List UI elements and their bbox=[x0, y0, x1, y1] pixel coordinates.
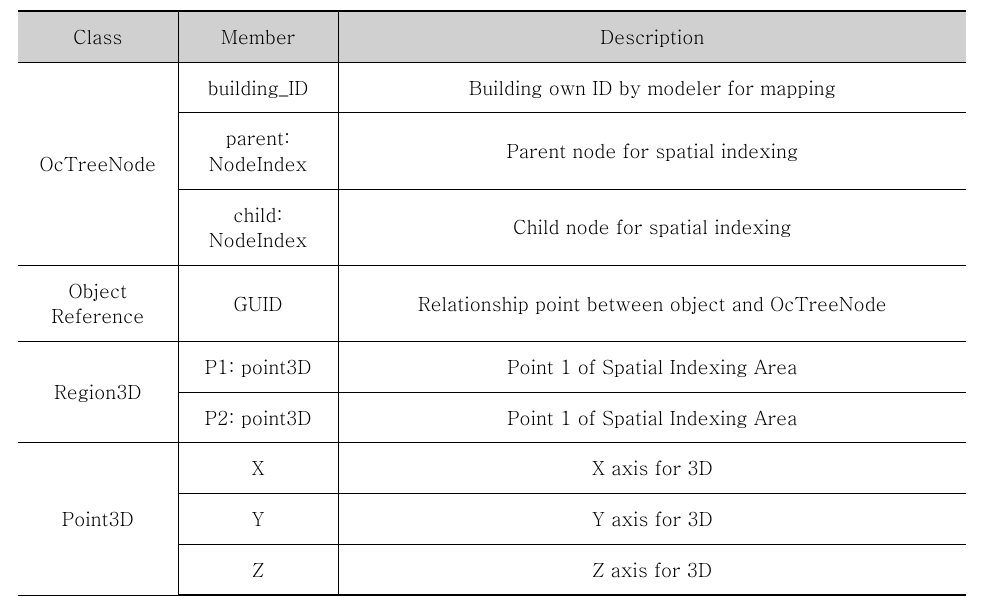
description-cell: Child node for spatial indexing bbox=[338, 189, 966, 265]
col-header-desc: Description bbox=[338, 11, 966, 62]
table-row: OcTreeNodebuilding_IDBuilding own ID by … bbox=[18, 62, 966, 113]
table-row: ObjectReferenceGUIDRelationship point be… bbox=[18, 265, 966, 341]
member-cell: Y bbox=[178, 494, 338, 545]
description-cell: Y axis for 3D bbox=[338, 494, 966, 545]
member-cell: building_ID bbox=[178, 62, 338, 113]
member-cell: parent:NodeIndex bbox=[178, 113, 338, 189]
description-cell: Parent node for spatial indexing bbox=[338, 113, 966, 189]
col-header-class: Class bbox=[18, 11, 178, 62]
member-cell: GUID bbox=[178, 265, 338, 341]
class-member-table: Class Member Description OcTreeNodebuild… bbox=[18, 10, 966, 596]
member-cell: P1: point3D bbox=[178, 342, 338, 393]
description-cell: Point 1 of Spatial Indexing Area bbox=[338, 342, 966, 393]
class-cell: OcTreeNode bbox=[18, 62, 178, 265]
table-body: OcTreeNodebuilding_IDBuilding own ID by … bbox=[18, 62, 966, 595]
description-cell: Z axis for 3D bbox=[338, 544, 966, 595]
description-cell: Point 1 of Spatial Indexing Area bbox=[338, 392, 966, 443]
member-cell: X bbox=[178, 443, 338, 494]
class-cell: Region3D bbox=[18, 342, 178, 443]
class-cell: ObjectReference bbox=[18, 265, 178, 341]
table-row: Point3DXX axis for 3D bbox=[18, 443, 966, 494]
description-cell: Building own ID by modeler for mapping bbox=[338, 62, 966, 113]
member-cell: child:NodeIndex bbox=[178, 189, 338, 265]
col-header-member: Member bbox=[178, 11, 338, 62]
class-cell: Point3D bbox=[18, 443, 178, 595]
description-cell: X axis for 3D bbox=[338, 443, 966, 494]
table-header-row: Class Member Description bbox=[18, 11, 966, 62]
description-cell: Relationship point between object and Oc… bbox=[338, 265, 966, 341]
table-row: Region3DP1: point3DPoint 1 of Spatial In… bbox=[18, 342, 966, 393]
member-cell: P2: point3D bbox=[178, 392, 338, 443]
member-cell: Z bbox=[178, 544, 338, 595]
